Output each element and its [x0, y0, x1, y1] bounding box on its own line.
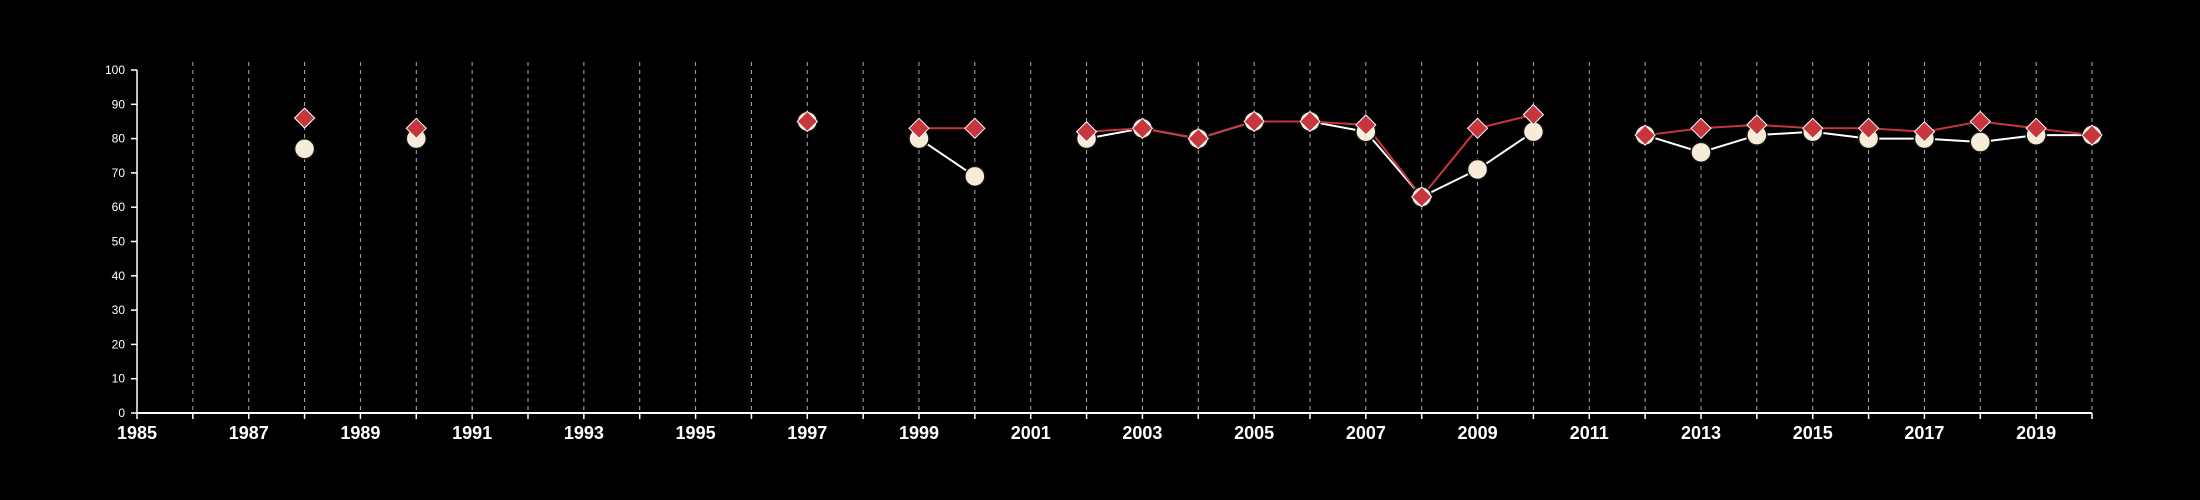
diamond-point-2016 — [1857, 117, 1880, 140]
x-tick-label-2009: 2009 — [1458, 423, 1498, 443]
x-tick-label-2017: 2017 — [1904, 423, 1944, 443]
circle-series-segment-2009-2010 — [1477, 130, 1534, 171]
y-tick-label-80: 80 — [112, 132, 126, 146]
y-tick-label-40: 40 — [112, 269, 126, 283]
diamond-point-2007 — [1355, 114, 1377, 136]
x-tick-label-2013: 2013 — [1681, 423, 1721, 443]
circle-point-1988 — [293, 138, 316, 160]
x-tick-label-2005: 2005 — [1234, 423, 1274, 443]
y-tick-label-100: 100 — [105, 63, 125, 77]
circle-point-2018 — [1969, 131, 1992, 153]
y-tick-label-30: 30 — [112, 303, 126, 317]
x-tick-label-1997: 1997 — [787, 423, 827, 443]
y-tick-label-60: 60 — [112, 200, 126, 214]
diamond-point-2004 — [1187, 127, 1209, 150]
x-tick-label-1993: 1993 — [564, 423, 604, 443]
diamond-point-1990 — [405, 117, 427, 140]
diamond-point-2017 — [1913, 121, 1936, 143]
x-tick-label-1985: 1985 — [117, 423, 157, 443]
diamond-point-2008 — [1411, 186, 1433, 208]
y-tick-label-90: 90 — [112, 97, 126, 111]
circle-series-segment-1999-2000 — [918, 137, 976, 178]
x-tick-label-1987: 1987 — [229, 423, 269, 443]
x-tick-label-2019: 2019 — [2016, 423, 2056, 443]
circle-point-2013 — [1690, 141, 1712, 164]
circle-point-2009 — [1466, 158, 1489, 181]
y-tick-label-10: 10 — [112, 372, 126, 386]
x-tick-label-2011: 2011 — [1570, 423, 1609, 443]
x-tick-label-2007: 2007 — [1346, 423, 1386, 443]
axes: 0 10 20 30 40 50 60 70 80 90 100 1985 1987 1989 1991 19… — [105, 63, 2093, 443]
circle-point-2000 — [964, 165, 986, 188]
x-tick-label-2001: 2001 — [1011, 423, 1051, 443]
y-tick-label-70: 70 — [112, 166, 126, 180]
y-tick-label-50: 50 — [112, 235, 126, 249]
diamond-point-2014 — [1746, 114, 1768, 136]
x-tick-label-2015: 2015 — [1793, 423, 1833, 443]
diamond-point-2019 — [2025, 117, 2047, 140]
diamond-point-1997 — [796, 110, 818, 133]
x-tick-label-1995: 1995 — [676, 423, 716, 443]
y-tick-label-20: 20 — [112, 337, 126, 351]
diamond-point-2002 — [1075, 121, 1098, 143]
diamond-point-2005 — [1243, 110, 1265, 133]
diamond-point-2015 — [1802, 117, 1824, 140]
diamond-point-2006 — [1299, 110, 1321, 133]
x-tick-label-1991: 1991 — [452, 423, 492, 443]
diamond-series-segment-2008-2009 — [1420, 127, 1479, 198]
x-tick-label-1989: 1989 — [340, 423, 380, 443]
diamond-point-2009 — [1466, 117, 1489, 140]
diamond-point-2018 — [1969, 110, 1991, 133]
diamond-point-2013 — [1690, 117, 1712, 140]
diamond-point-1999 — [908, 117, 930, 140]
diamond-series-segment-2017-2018 — [1924, 120, 1981, 133]
diamond-point-2012 — [1634, 124, 1656, 146]
diamond-point-2020 — [2081, 124, 2103, 146]
diamond-point-2010 — [1522, 103, 1545, 126]
x-tick-label-1999: 1999 — [899, 423, 939, 443]
diamond-series-segment-2009-2010 — [1477, 113, 1534, 130]
diamond-point-2000 — [964, 117, 986, 140]
y-tick-label-0: 0 — [118, 406, 125, 420]
diamond-point-1988 — [293, 107, 316, 129]
series-layer — [293, 103, 2103, 208]
diamond-point-2003 — [1131, 117, 1154, 140]
x-tick-label-2003: 2003 — [1122, 423, 1162, 443]
